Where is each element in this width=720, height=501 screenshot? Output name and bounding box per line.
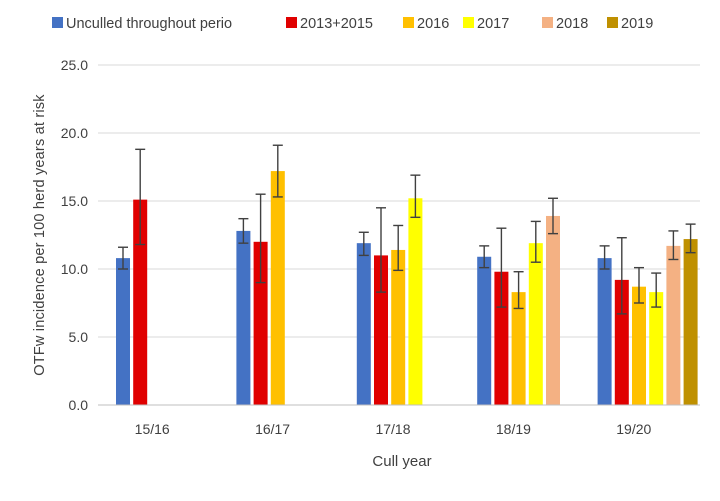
y-tick-label: 20.0: [61, 125, 88, 141]
x-tick-label: 18/19: [496, 421, 531, 437]
legend-label: 2017: [477, 16, 509, 32]
legend-swatch: [52, 17, 63, 28]
bar: [494, 271, 509, 405]
y-tick-label: 25.0: [61, 57, 88, 73]
x-tick-label: 15/16: [135, 421, 170, 437]
bar: [356, 243, 371, 405]
legend-label: Unculled throughout perio: [66, 16, 232, 32]
y-tick-label: 10.0: [61, 261, 88, 277]
bar: [116, 258, 130, 405]
bars: [116, 171, 698, 405]
legend-swatch: [463, 17, 474, 28]
legend-label: 2013+2015: [300, 16, 373, 32]
bar: [236, 230, 251, 405]
legend-swatch: [542, 17, 553, 28]
bar: [391, 249, 406, 405]
bar: [649, 292, 664, 405]
x-tick-label: 17/18: [375, 421, 410, 437]
legend-label: 2016: [417, 16, 449, 32]
x-tick-label: 19/20: [616, 421, 651, 437]
bar: [270, 171, 285, 405]
y-tick-label: 15.0: [61, 193, 88, 209]
legend: Unculled throughout perio 2013+2015 2016 20…: [52, 16, 653, 32]
legend-swatch: [403, 17, 414, 28]
y-axis-label: OTFw incidence per 100 herd years at ris…: [32, 94, 48, 376]
bar: [614, 279, 629, 405]
bar: [632, 286, 646, 405]
error-bars: [118, 144, 696, 315]
bar: [477, 256, 492, 405]
x-axis-label: Cull year: [372, 453, 431, 470]
bar: [511, 292, 526, 405]
legend-label: 2018: [556, 16, 588, 32]
bar: [683, 239, 698, 405]
bar: [133, 199, 148, 405]
bar: [546, 215, 560, 405]
x-tick-label: 16/17: [255, 421, 290, 437]
axes: 0.0 5.0 10.0 15.0 20.0 25.0 15/16 16/17 17/18 18/…: [61, 57, 700, 437]
bar: [408, 198, 423, 405]
y-tick-label: 5.0: [69, 329, 89, 345]
legend-swatch: [607, 17, 618, 28]
legend-label: 2019: [621, 16, 653, 32]
y-tick-label: 0.0: [69, 397, 89, 413]
legend-swatch: [286, 17, 297, 28]
bar: [666, 245, 681, 405]
bar: [597, 258, 612, 405]
bar: [528, 243, 543, 405]
